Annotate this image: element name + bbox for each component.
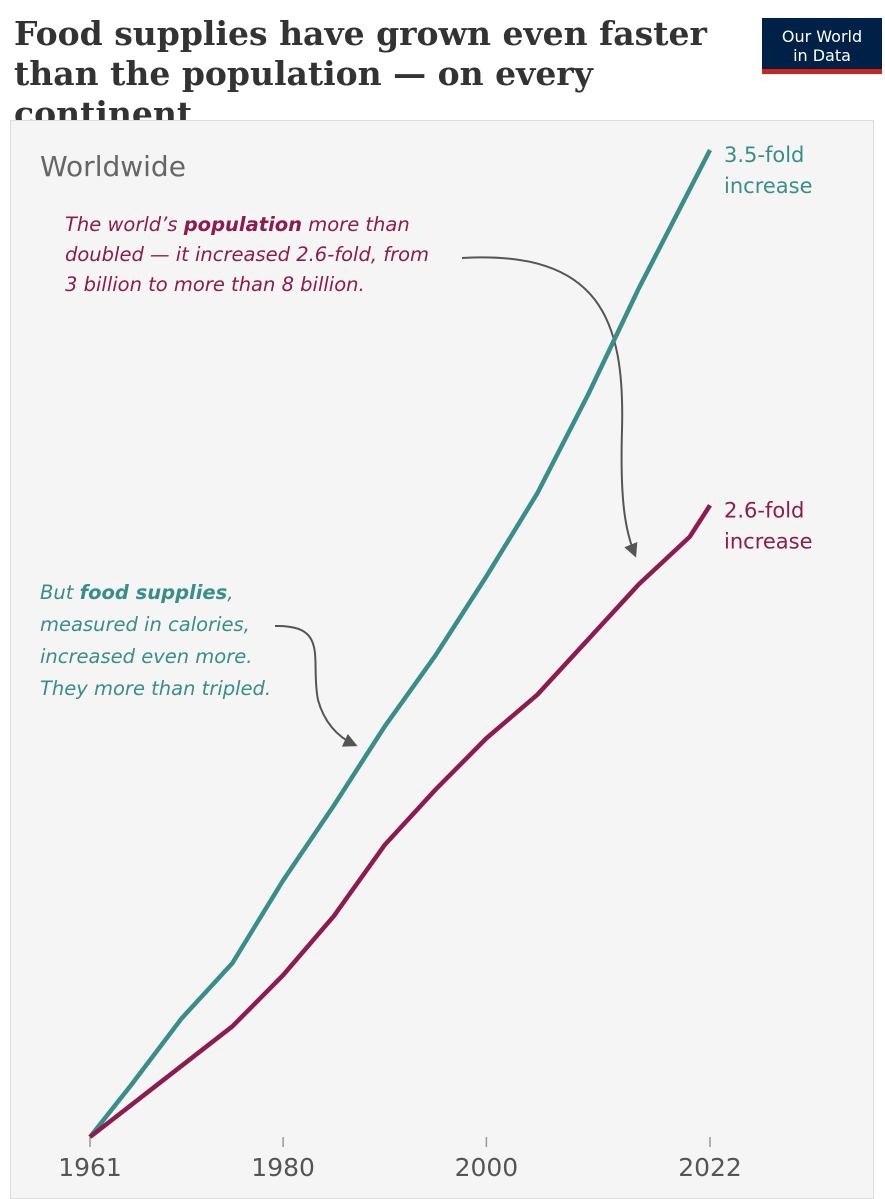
annotation: They more than tripled. — [40, 677, 271, 700]
chart-panel — [10, 120, 874, 1199]
chart-subtitle: Worldwide — [40, 150, 186, 183]
arrow — [274, 624, 358, 747]
annotation: The world’s population more than — [65, 213, 410, 236]
x-tick-label: 1961 — [58, 1153, 122, 1182]
annotation-segment: doubled — it increased 2.6-fold, from — [65, 243, 429, 266]
annotation-segment: increased even more. — [40, 645, 252, 668]
series-label: increase — [724, 174, 813, 198]
annotation-segment: But — [40, 581, 80, 604]
series-label: increase — [724, 529, 813, 553]
data-line — [88, 504, 712, 1139]
x-tick-label: 2022 — [678, 1153, 742, 1182]
annotation-segment: They more than tripled. — [40, 677, 271, 700]
x-tick-label: 2000 — [455, 1153, 519, 1182]
chart-title: Food supplies have grown even faster tha… — [14, 14, 707, 133]
annotation: measured in calories, — [40, 613, 250, 636]
annotation-segment: population — [183, 213, 302, 236]
data-line — [88, 148, 713, 1139]
annotation: But food supplies, — [40, 581, 233, 604]
series-label: 2.6-fold — [724, 498, 804, 522]
logo: Our World in Data — [762, 18, 882, 74]
annotation-segment: more than — [302, 213, 410, 236]
annotation-segment: 3 billion to more than 8 billion. — [65, 273, 365, 296]
annotation-segment: The world’s — [65, 213, 184, 236]
annotation: increased even more. — [40, 645, 252, 668]
series-label: 3.5-fold — [724, 143, 804, 167]
annotation-segment: measured in calories, — [40, 613, 250, 636]
annotation: doubled — it increased 2.6-fold, from — [65, 243, 429, 266]
annotation-segment: , — [227, 581, 233, 604]
x-tick-label: 1980 — [251, 1153, 315, 1182]
annotation: 3 billion to more than 8 billion. — [65, 273, 365, 296]
annotation-segment: food supplies — [80, 581, 228, 604]
arrow — [461, 256, 638, 558]
